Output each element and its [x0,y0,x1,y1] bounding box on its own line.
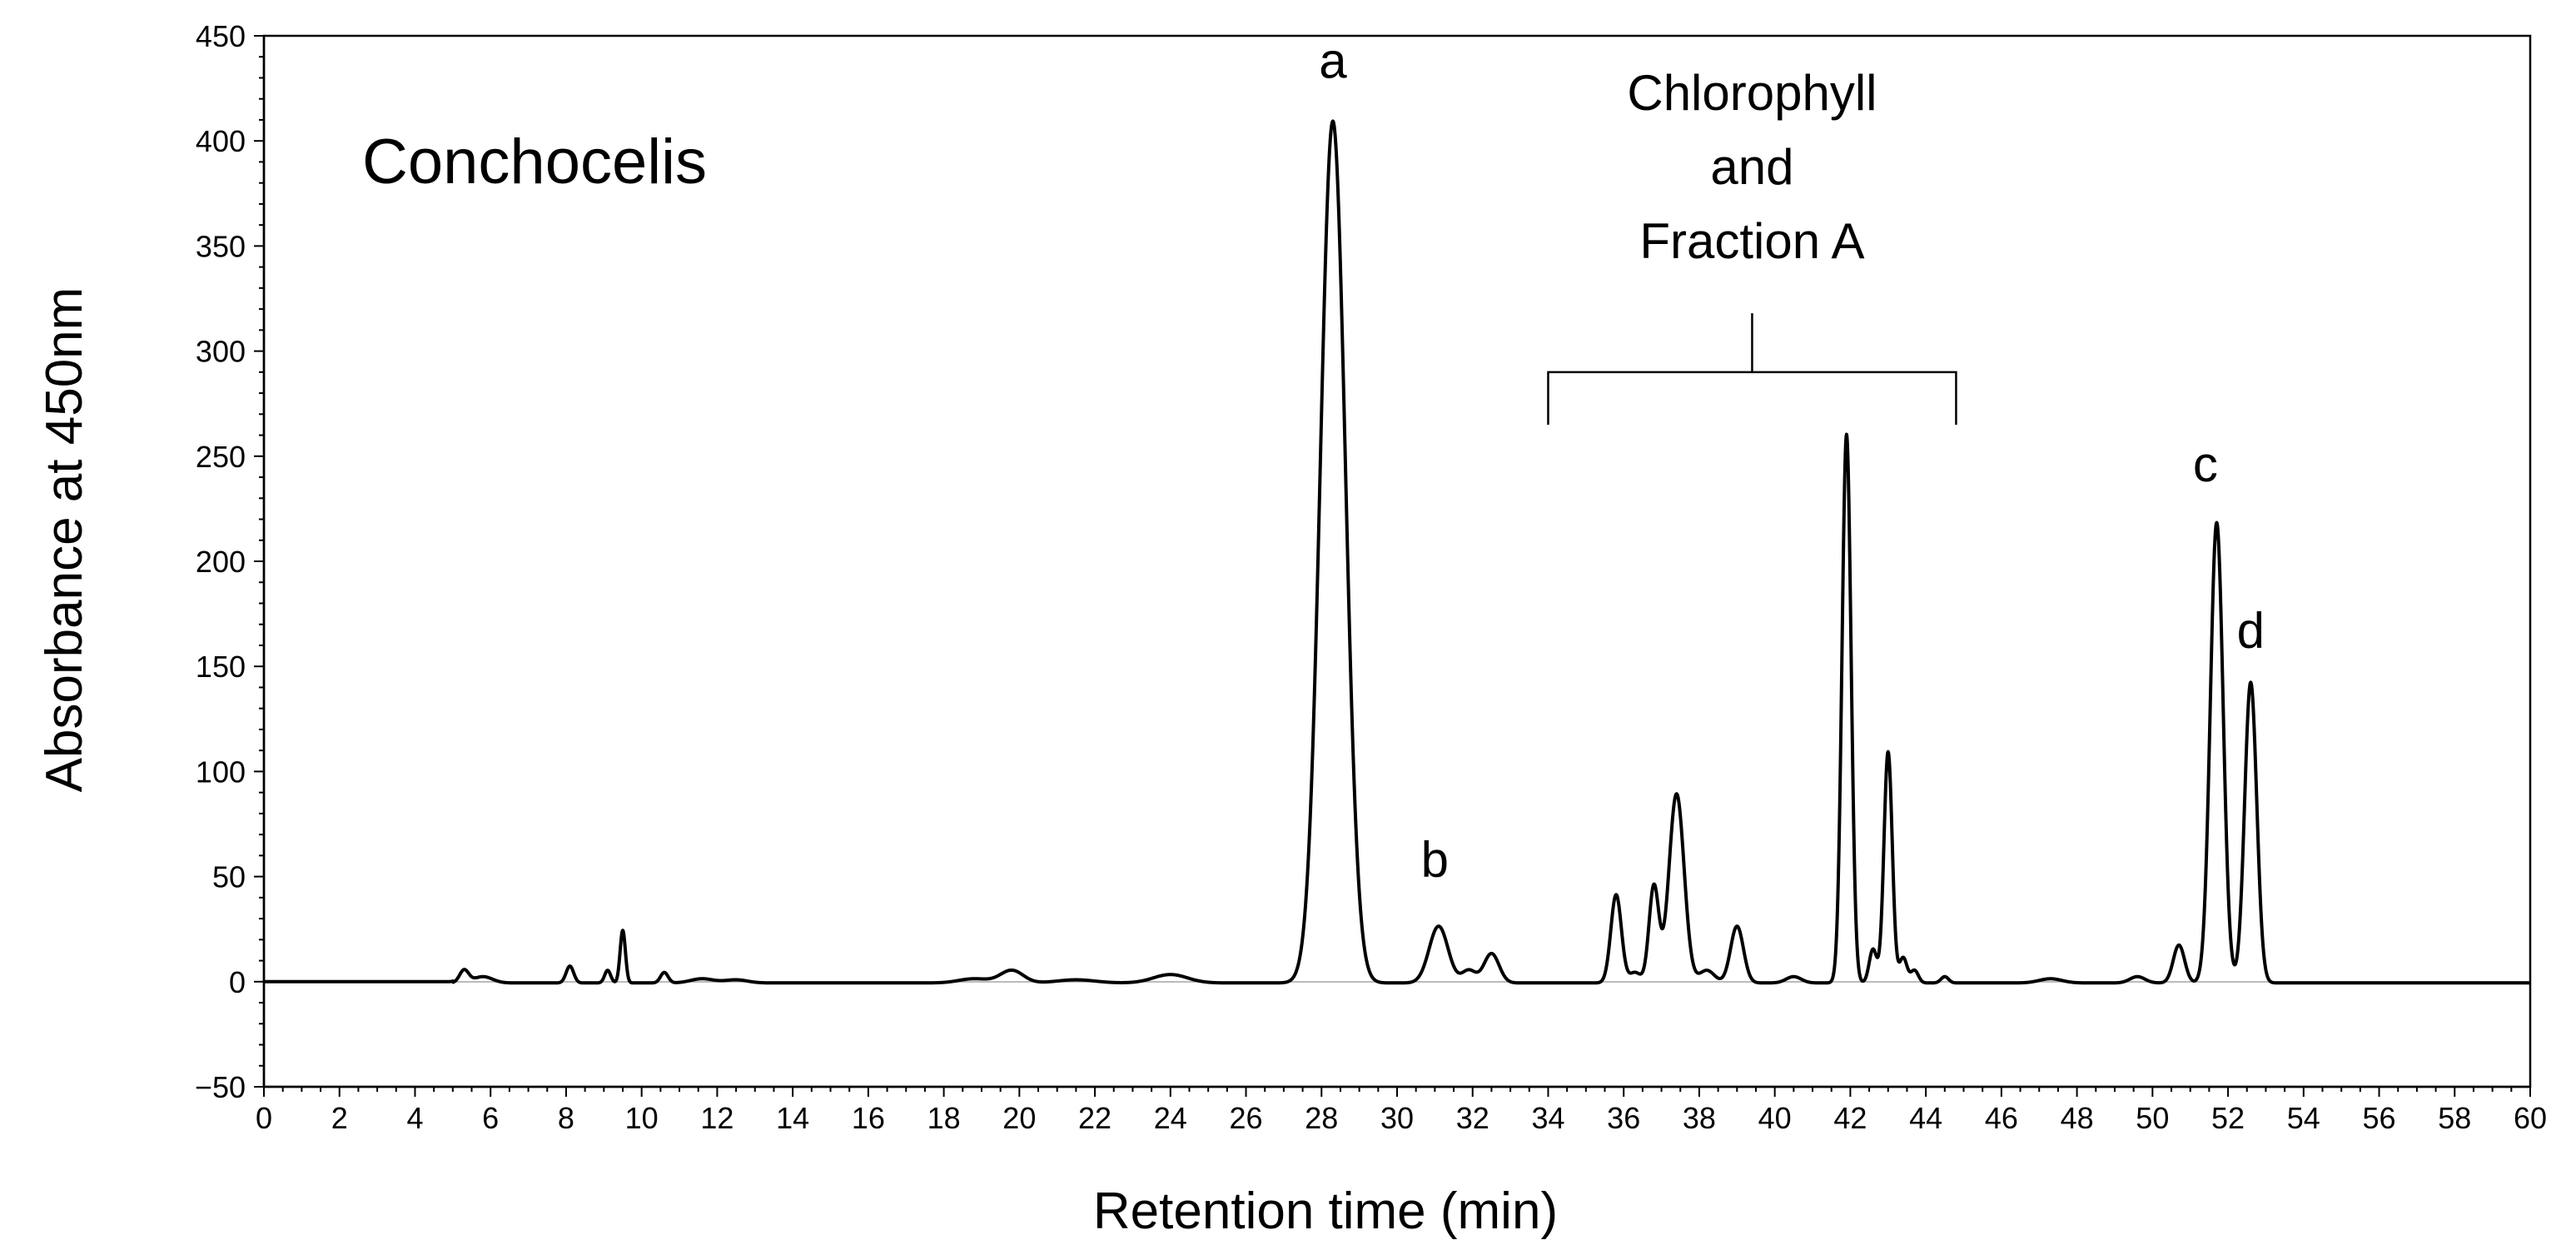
x-tick-label: 0 [256,1101,272,1135]
x-tick-label: 12 [700,1101,734,1135]
x-tick-label: 36 [1607,1101,1640,1135]
x-tick-label: 60 [2514,1101,2547,1135]
bracket-line [1547,371,1957,425]
y-tick-label: 50 [212,860,246,894]
x-tick-label: 6 [482,1101,499,1135]
x-tick-label: 10 [625,1101,659,1135]
x-tick-label: 16 [852,1101,885,1135]
x-ticks: 0 2 4 6 8 10 12 14 16 18 20 22 24 26 28 30 32 34 36 38 40 42 4… [256,1087,2547,1135]
y-ticks: −50 0 50 100 150 200 250 300 350 400 450 [195,19,264,1104]
y-tick-label: −50 [195,1070,246,1104]
peak-labels: a b c d [1319,32,2265,887]
bracket-label-line: and [1710,139,1793,195]
x-tick-label: 46 [1985,1101,2018,1135]
x-tick-label: 50 [2136,1101,2169,1135]
fraction-bracket: Chlorophyll and Fraction A [1547,65,1957,425]
x-tick-label: 26 [1230,1101,1263,1135]
peak-label-a: a [1319,32,1347,88]
x-tick-label: 8 [558,1101,574,1135]
y-axis-title: Absorbance at 450nm [36,287,93,793]
x-tick-label: 34 [1531,1101,1564,1135]
x-tick-label: 32 [1456,1101,1489,1135]
x-tick-label: 56 [2363,1101,2396,1135]
x-tick-label: 24 [1154,1101,1187,1135]
x-tick-label: 44 [1909,1101,1942,1135]
x-tick-label: 20 [1002,1101,1036,1135]
y-tick-label: 0 [229,965,246,999]
bracket-label-line: Fraction A [1639,213,1864,269]
bracket-label-line: Chlorophyll [1627,65,1877,121]
x-tick-label: 2 [331,1101,348,1135]
x-tick-label: 38 [1683,1101,1716,1135]
y-tick-label: 400 [196,124,246,158]
y-tick-label: 100 [196,754,246,789]
y-tick-label: 150 [196,650,246,684]
x-tick-label: 30 [1380,1101,1414,1135]
x-tick-label: 4 [406,1101,423,1135]
x-axis-title: Retention time (min) [1093,1183,1558,1240]
x-tick-label: 54 [2287,1101,2320,1135]
x-tick-label: 14 [776,1101,809,1135]
peak-label-c: c [2193,436,2218,492]
peak-label-b: b [1421,832,1449,888]
y-tick-label: 300 [196,335,246,369]
x-tick-label: 22 [1078,1101,1111,1135]
x-tick-label: 18 [927,1101,961,1135]
x-tick-label: 42 [1833,1101,1867,1135]
x-tick-label: 52 [2211,1101,2245,1135]
x-tick-label: 40 [1758,1101,1792,1135]
y-tick-label: 350 [196,229,246,263]
y-tick-label: 450 [196,19,246,53]
x-tick-label: 48 [2061,1101,2094,1135]
peak-label-d: d [2237,602,2265,658]
sample-label: Conchocelis [362,127,707,197]
y-tick-label: 200 [196,545,246,579]
chromatogram-trace [262,119,2532,985]
y-tick-label: 250 [196,440,246,474]
x-tick-label: 58 [2438,1101,2471,1135]
x-tick-label: 28 [1305,1101,1338,1135]
